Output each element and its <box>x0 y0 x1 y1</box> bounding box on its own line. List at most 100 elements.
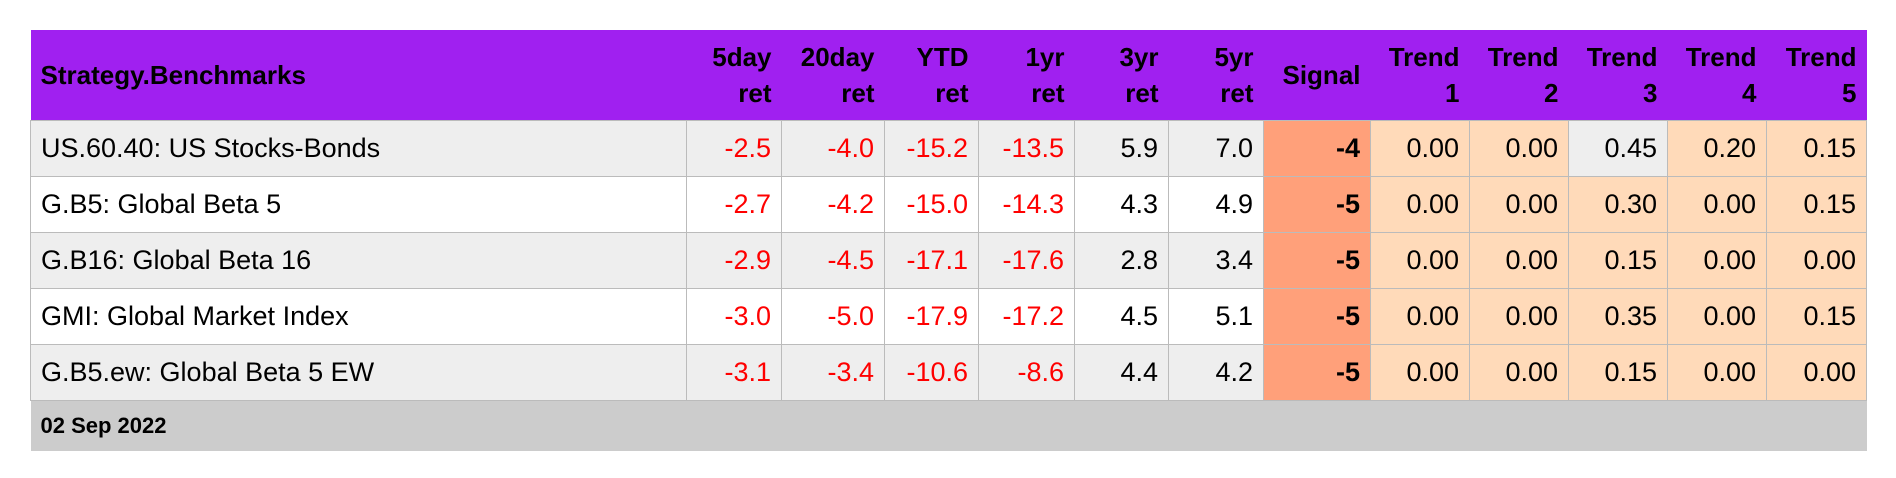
cell-value: 4.4 <box>1074 344 1169 401</box>
cell-value: 0.00 <box>1766 344 1867 401</box>
cell-value: -5 <box>1263 344 1371 401</box>
footer-date: 02 Sep 2022 <box>30 400 1867 451</box>
column-header: 5yr ret <box>1168 30 1264 121</box>
cell-value: 0.00 <box>1469 176 1569 233</box>
cell-value: -17.6 <box>978 232 1075 289</box>
cell-value: -4.5 <box>781 232 885 289</box>
data-row: GMI: Global Market Index -3.0 -5.0 -17.9 -17… <box>30 288 1867 345</box>
cell-value: 0.00 <box>1766 232 1867 289</box>
cell-value: 0.45 <box>1568 120 1668 177</box>
cell-value: 0.00 <box>1370 176 1470 233</box>
cell-value: 5.9 <box>1074 120 1169 177</box>
footer-row: 02 Sep 2022 <box>30 400 1867 451</box>
header-text: ret <box>738 78 772 108</box>
header-text: Trend <box>1586 42 1658 72</box>
cell-value: 4.2 <box>1168 344 1264 401</box>
column-header: 5day ret <box>686 30 782 121</box>
header-text: Strategy.Benchmarks <box>40 60 306 90</box>
header-text: 5day <box>712 42 772 72</box>
cell-value: 0.30 <box>1568 176 1668 233</box>
cell-value: 0.00 <box>1370 232 1470 289</box>
header-text: ret <box>935 78 969 108</box>
cell-value: -4 <box>1263 120 1371 177</box>
cell-value: -3.0 <box>686 288 782 345</box>
column-header: 3yr ret <box>1074 30 1169 121</box>
header-text: Trend <box>1487 42 1559 72</box>
cell-value: 0.20 <box>1667 120 1767 177</box>
cell-value: -2.9 <box>686 232 782 289</box>
cell-value: -4.2 <box>781 176 885 233</box>
cell-value: -3.4 <box>781 344 885 401</box>
cell-value: 0.15 <box>1568 344 1668 401</box>
header-text: 1 <box>1445 78 1460 108</box>
cell-value: 0.00 <box>1370 288 1470 345</box>
header-text: 2 <box>1544 78 1559 108</box>
cell-value: -5 <box>1263 176 1371 233</box>
benchmark-table: Strategy.Benchmarks 5day ret 20day ret YTD ret… <box>30 30 1867 451</box>
cell-value: -17.9 <box>884 288 979 345</box>
header-text: ret <box>1220 78 1254 108</box>
cell-value: 0.00 <box>1667 288 1767 345</box>
cell-value: -15.0 <box>884 176 979 233</box>
cell-value: 5.1 <box>1168 288 1264 345</box>
header-text: Trend <box>1785 42 1857 72</box>
column-header: Trend 1 <box>1370 30 1470 121</box>
header-row: Strategy.Benchmarks 5day ret 20day ret YTD ret… <box>30 30 1867 121</box>
column-header: YTD ret <box>884 30 979 121</box>
column-header: Trend 5 <box>1766 30 1867 121</box>
strategy-name: US.60.40: US Stocks-Bonds <box>30 120 687 177</box>
cell-value: 0.00 <box>1667 344 1767 401</box>
cell-value: 0.00 <box>1469 120 1569 177</box>
header-text: ret <box>841 78 875 108</box>
cell-value: 0.00 <box>1469 232 1569 289</box>
cell-value: -5 <box>1263 288 1371 345</box>
header-text: Trend <box>1388 42 1460 72</box>
cell-value: -2.5 <box>686 120 782 177</box>
cell-value: 0.00 <box>1469 288 1569 345</box>
cell-value: 0.00 <box>1667 232 1767 289</box>
cell-value: -17.2 <box>978 288 1075 345</box>
strategy-name: G.B5: Global Beta 5 <box>30 176 687 233</box>
cell-value: 0.35 <box>1568 288 1668 345</box>
cell-value: 4.9 <box>1168 176 1264 233</box>
cell-value: -4.0 <box>781 120 885 177</box>
strategy-name: GMI: Global Market Index <box>30 288 687 345</box>
column-header: 1yr ret <box>978 30 1075 121</box>
column-header: 20day ret <box>781 30 885 121</box>
cell-value: 4.5 <box>1074 288 1169 345</box>
cell-value: -15.2 <box>884 120 979 177</box>
header-text: Signal <box>1282 60 1361 90</box>
column-header: Trend 4 <box>1667 30 1767 121</box>
cell-value: 0.15 <box>1766 176 1867 233</box>
data-row: G.B16: Global Beta 16 -2.9 -4.5 -17.1 -17.6 2… <box>30 232 1867 289</box>
column-header: Trend 2 <box>1469 30 1569 121</box>
cell-value: -8.6 <box>978 344 1075 401</box>
header-text: ret <box>1031 78 1065 108</box>
column-header: Signal <box>1263 30 1371 121</box>
cell-value: 7.0 <box>1168 120 1264 177</box>
header-text: Trend <box>1685 42 1757 72</box>
cell-value: 0.15 <box>1568 232 1668 289</box>
cell-value: 4.3 <box>1074 176 1169 233</box>
cell-value: 0.15 <box>1766 288 1867 345</box>
strategy-name: G.B5.ew: Global Beta 5 EW <box>30 344 687 401</box>
cell-value: 2.8 <box>1074 232 1169 289</box>
cell-value: -3.1 <box>686 344 782 401</box>
cell-value: -14.3 <box>978 176 1075 233</box>
header-text: 3yr <box>1119 42 1159 72</box>
header-text: 5 <box>1842 78 1857 108</box>
cell-value: -10.6 <box>884 344 979 401</box>
column-header: Trend 3 <box>1568 30 1668 121</box>
cell-value: -17.1 <box>884 232 979 289</box>
header-text: 5yr <box>1214 42 1254 72</box>
header-text: 4 <box>1742 78 1757 108</box>
header-text: 1yr <box>1025 42 1065 72</box>
header-text: ret <box>1125 78 1159 108</box>
data-row: G.B5: Global Beta 5 -2.7 -4.2 -15.0 -14.3 4.3… <box>30 176 1867 233</box>
data-row: G.B5.ew: Global Beta 5 EW -3.1 -3.4 -10.6 -8… <box>30 344 1867 401</box>
cell-value: 0.00 <box>1469 344 1569 401</box>
cell-value: 0.00 <box>1370 344 1470 401</box>
header-text: YTD <box>916 42 969 72</box>
cell-value: 0.15 <box>1766 120 1867 177</box>
